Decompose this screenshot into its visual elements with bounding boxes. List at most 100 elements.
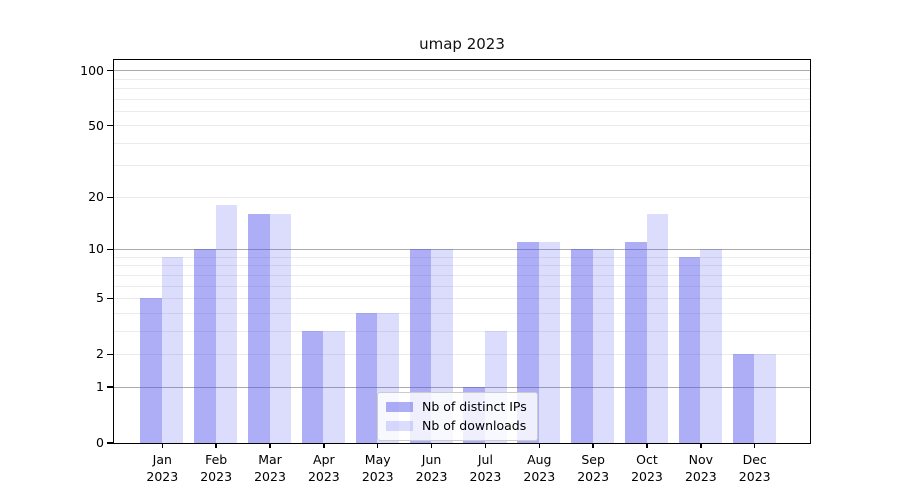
x-tick-month: Mar	[258, 452, 282, 467]
distinct-ips-swatch-icon	[386, 401, 413, 413]
bar-nb-of-distinct-ips	[732, 353, 755, 443]
gridline-minor	[113, 285, 811, 287]
bar-nb-of-downloads	[538, 242, 561, 443]
legend-item-distinct-ips: Nb of distinct IPs	[386, 400, 527, 414]
x-tick-month: Nov	[688, 452, 714, 467]
gridline-minor	[113, 265, 811, 267]
x-tick-mark	[377, 443, 379, 448]
x-tick-label: Feb 2023	[184, 451, 248, 485]
x-tick-mark	[269, 443, 271, 448]
gridline-minor	[113, 256, 811, 258]
gridline-minor	[113, 78, 811, 80]
x-tick-label: May 2023	[346, 451, 410, 485]
x-tick-month: May	[364, 452, 391, 467]
bar-nb-of-downloads	[323, 330, 346, 443]
gridline-major	[113, 70, 811, 72]
bar-nb-of-distinct-ips	[355, 312, 378, 443]
bar-nb-of-downloads	[161, 256, 184, 443]
x-tick-month: Oct	[636, 452, 658, 467]
bar-nb-of-distinct-ips	[140, 297, 162, 443]
x-tick-mark	[646, 443, 648, 448]
downloads-swatch-icon	[386, 420, 413, 432]
x-tick-label: Jun 2023	[400, 451, 464, 485]
gridline-minor	[113, 274, 811, 276]
x-tick-year: 2023	[146, 469, 179, 484]
x-tick-month: Feb	[205, 452, 228, 467]
gridline-minor	[113, 165, 811, 167]
x-tick-mark	[215, 443, 217, 448]
x-tick-mark	[538, 443, 540, 448]
gridline-minor	[113, 125, 811, 127]
y-tick-label: 2	[96, 346, 104, 362]
y-tick-label: 10	[88, 241, 104, 257]
bar-nb-of-distinct-ips	[194, 249, 216, 443]
x-tick-month: Apr	[313, 452, 335, 467]
gridline-minor	[113, 110, 811, 112]
bar-nb-of-downloads	[754, 353, 776, 443]
x-tick-label: Mar 2023	[238, 451, 302, 485]
y-tick-mark	[107, 353, 113, 356]
bar-nb-of-distinct-ips	[571, 249, 593, 443]
x-tick-year: 2023	[200, 469, 233, 484]
y-tick-mark	[107, 248, 113, 251]
x-tick-label: Dec 2023	[723, 451, 787, 485]
x-tick-mark	[700, 443, 702, 448]
legend-item-downloads: Nb of downloads	[386, 419, 527, 433]
y-tick-mark	[107, 124, 113, 127]
gridline-minor	[113, 196, 811, 198]
x-tick-month: Jun	[421, 452, 442, 467]
x-tick-year: 2023	[469, 469, 502, 484]
gridline-major	[113, 386, 811, 388]
x-tick-label: Nov 2023	[669, 451, 733, 485]
gridline-minor	[113, 142, 811, 144]
y-tick-mark	[107, 297, 113, 300]
y-tick-label: 1	[96, 379, 104, 395]
bar-nb-of-downloads	[592, 249, 615, 443]
y-tick-label: 5	[96, 290, 104, 306]
x-tick-label: Jul 2023	[453, 451, 517, 485]
bar-nb-of-distinct-ips	[301, 330, 324, 443]
x-tick-mark	[754, 443, 756, 448]
y-tick-mark	[107, 69, 113, 72]
gridline-minor	[113, 297, 811, 299]
legend: Nb of distinct IPs Nb of downloads	[377, 392, 538, 441]
bar-nb-of-downloads	[269, 213, 292, 443]
x-tick-year: 2023	[738, 469, 771, 484]
x-tick-mark	[592, 443, 594, 448]
bar-nb-of-downloads	[700, 249, 723, 443]
plot-area	[112, 59, 812, 445]
bar-nb-of-distinct-ips	[678, 256, 701, 443]
chart-title: umap 2023	[419, 35, 505, 53]
gridline-minor	[113, 353, 811, 355]
x-tick-year: 2023	[577, 469, 610, 484]
x-tick-mark	[484, 443, 487, 448]
x-tick-year: 2023	[361, 469, 394, 484]
bar-nb-of-downloads	[215, 204, 238, 443]
x-tick-month: Jan	[152, 452, 172, 467]
y-tick-label: 100	[80, 62, 104, 78]
x-tick-year: 2023	[307, 469, 340, 484]
x-tick-year: 2023	[631, 469, 663, 484]
y-tick-mark	[107, 196, 113, 198]
gridline-minor	[113, 87, 811, 89]
x-tick-label: Sep 2023	[561, 451, 625, 485]
x-tick-mark	[430, 443, 433, 448]
y-tick-label: 0	[96, 435, 104, 450]
x-tick-month: Dec	[742, 452, 767, 467]
bar-nb-of-distinct-ips	[624, 242, 647, 443]
x-tick-year: 2023	[254, 469, 286, 484]
y-tick-mark	[107, 442, 113, 444]
x-tick-mark	[161, 443, 163, 448]
x-tick-label: Aug 2023	[507, 451, 571, 485]
x-tick-month: Aug	[527, 452, 552, 467]
gridline-minor	[113, 98, 811, 100]
bar-nb-of-downloads	[646, 213, 669, 443]
bar-nb-of-distinct-ips	[248, 213, 270, 443]
x-tick-mark	[323, 443, 325, 448]
y-tick-label: 20	[88, 189, 104, 205]
x-tick-month: Jul	[477, 452, 493, 467]
gridline-major	[113, 249, 811, 251]
legend-label: Nb of distinct IPs	[422, 399, 527, 414]
y-tick-label: 50	[88, 117, 104, 133]
